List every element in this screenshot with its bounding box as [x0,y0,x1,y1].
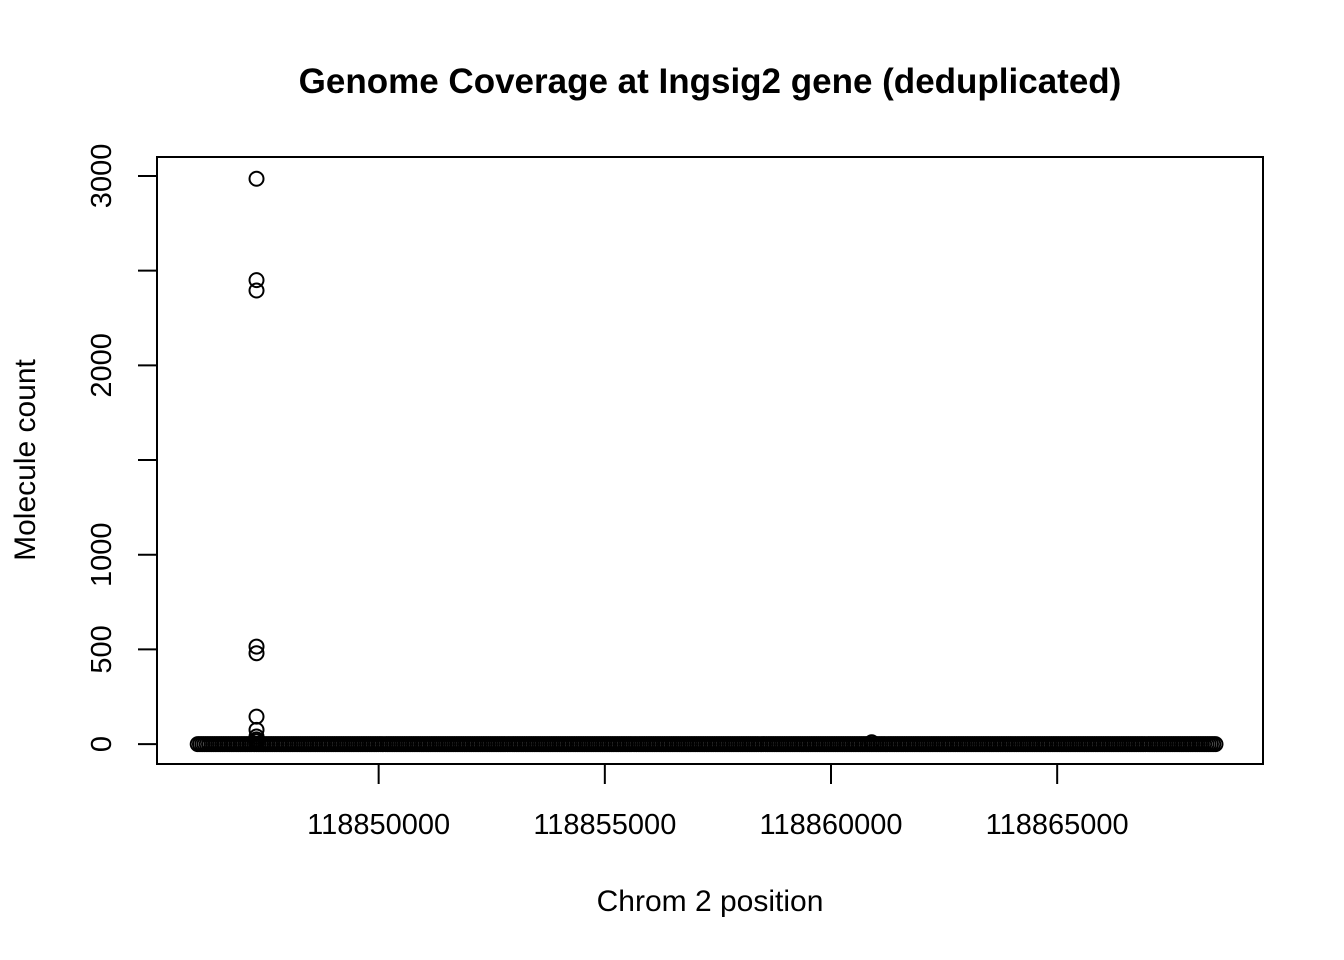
y-tick-label: 0 [86,736,118,752]
y-tick-label: 500 [86,625,118,673]
data-point [248,282,265,299]
data-points [189,170,1224,753]
y-tick-label: 3000 [86,144,118,209]
y-tick-label: 2000 [86,333,118,398]
chart-title: Genome Coverage at Ingsig2 gene (dedupli… [299,62,1122,101]
data-point [248,272,265,289]
data-point [248,638,265,655]
x-axis: 118850000 118855000 118860000 118865000 [307,763,1129,841]
data-point [248,721,265,738]
data-point [1207,736,1224,753]
data-point [248,170,265,187]
plot-frame [156,156,1264,765]
y-axis: 0 500 1000 2000 3000 [86,144,158,752]
x-tick-label: 118855000 [533,809,676,841]
data-point [248,708,265,725]
data-point [248,645,265,662]
data-point [863,734,880,751]
y-tick-label: 1000 [86,522,118,587]
data-point [248,733,265,750]
x-tick-label: 118850000 [307,809,450,841]
x-axis-label: Chrom 2 position [597,885,824,918]
x-tick-label: 118865000 [986,809,1129,841]
x-tick-label: 118860000 [759,809,902,841]
y-axis-label: Molecule count [9,358,42,560]
